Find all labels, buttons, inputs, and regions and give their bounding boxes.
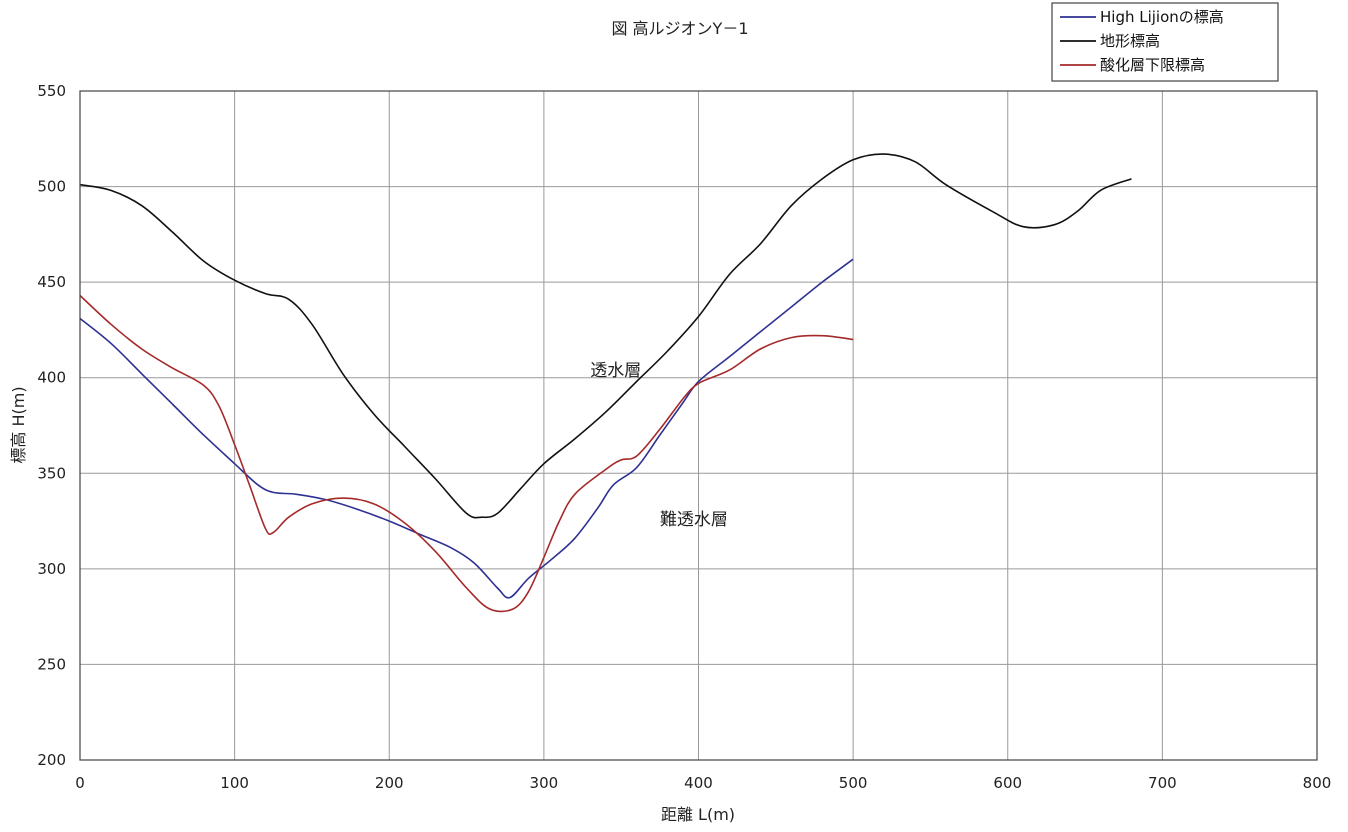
chart-title: 図 高ルジオンY－1 [611, 19, 748, 38]
x-tick-label: 0 [75, 774, 85, 792]
x-tick-label: 100 [220, 774, 249, 792]
y-tick-label: 550 [37, 82, 66, 100]
series-lines [79, 153, 1132, 613]
annotation-low-permeable-layer: 難透水層 [660, 510, 728, 530]
grid [79, 90, 1318, 761]
x-tick-labels: 0 100 200 300 400 500 600 700 800 [75, 774, 1331, 792]
x-tick-label: 700 [1148, 774, 1177, 792]
x-tick-label: 400 [684, 774, 713, 792]
legend-label: 酸化層下限標高 [1100, 56, 1205, 74]
y-tick-labels: 200 250 300 350 400 450 500 550 [37, 82, 66, 769]
x-tick-label: 300 [530, 774, 559, 792]
series-line-terrain [79, 153, 1132, 519]
series-line-oxidation-bottom [79, 294, 854, 613]
y-tick-label: 300 [37, 560, 66, 578]
y-tick-label: 200 [37, 751, 66, 769]
y-tick-label: 350 [37, 464, 66, 482]
x-tick-label: 500 [839, 774, 868, 792]
annotation-permeable-layer: 透水層 [590, 361, 641, 381]
legend-box [1051, 2, 1279, 82]
x-tick-label: 200 [375, 774, 404, 792]
y-tick-label: 400 [37, 369, 66, 387]
x-tick-label: 800 [1303, 774, 1332, 792]
x-axis-label: 距離 L(m) [661, 805, 735, 824]
y-tick-label: 450 [37, 273, 66, 291]
plot-frame [79, 90, 1318, 761]
legend-label: 地形標高 [1100, 32, 1160, 50]
legend-label: High Lijionの標高 [1100, 8, 1224, 26]
y-axis-label: 標高 H(m) [9, 386, 28, 463]
y-tick-label: 250 [37, 655, 66, 673]
x-tick-label: 600 [993, 774, 1022, 792]
y-tick-label: 500 [37, 178, 66, 196]
series-line-high-lijion [79, 258, 854, 599]
